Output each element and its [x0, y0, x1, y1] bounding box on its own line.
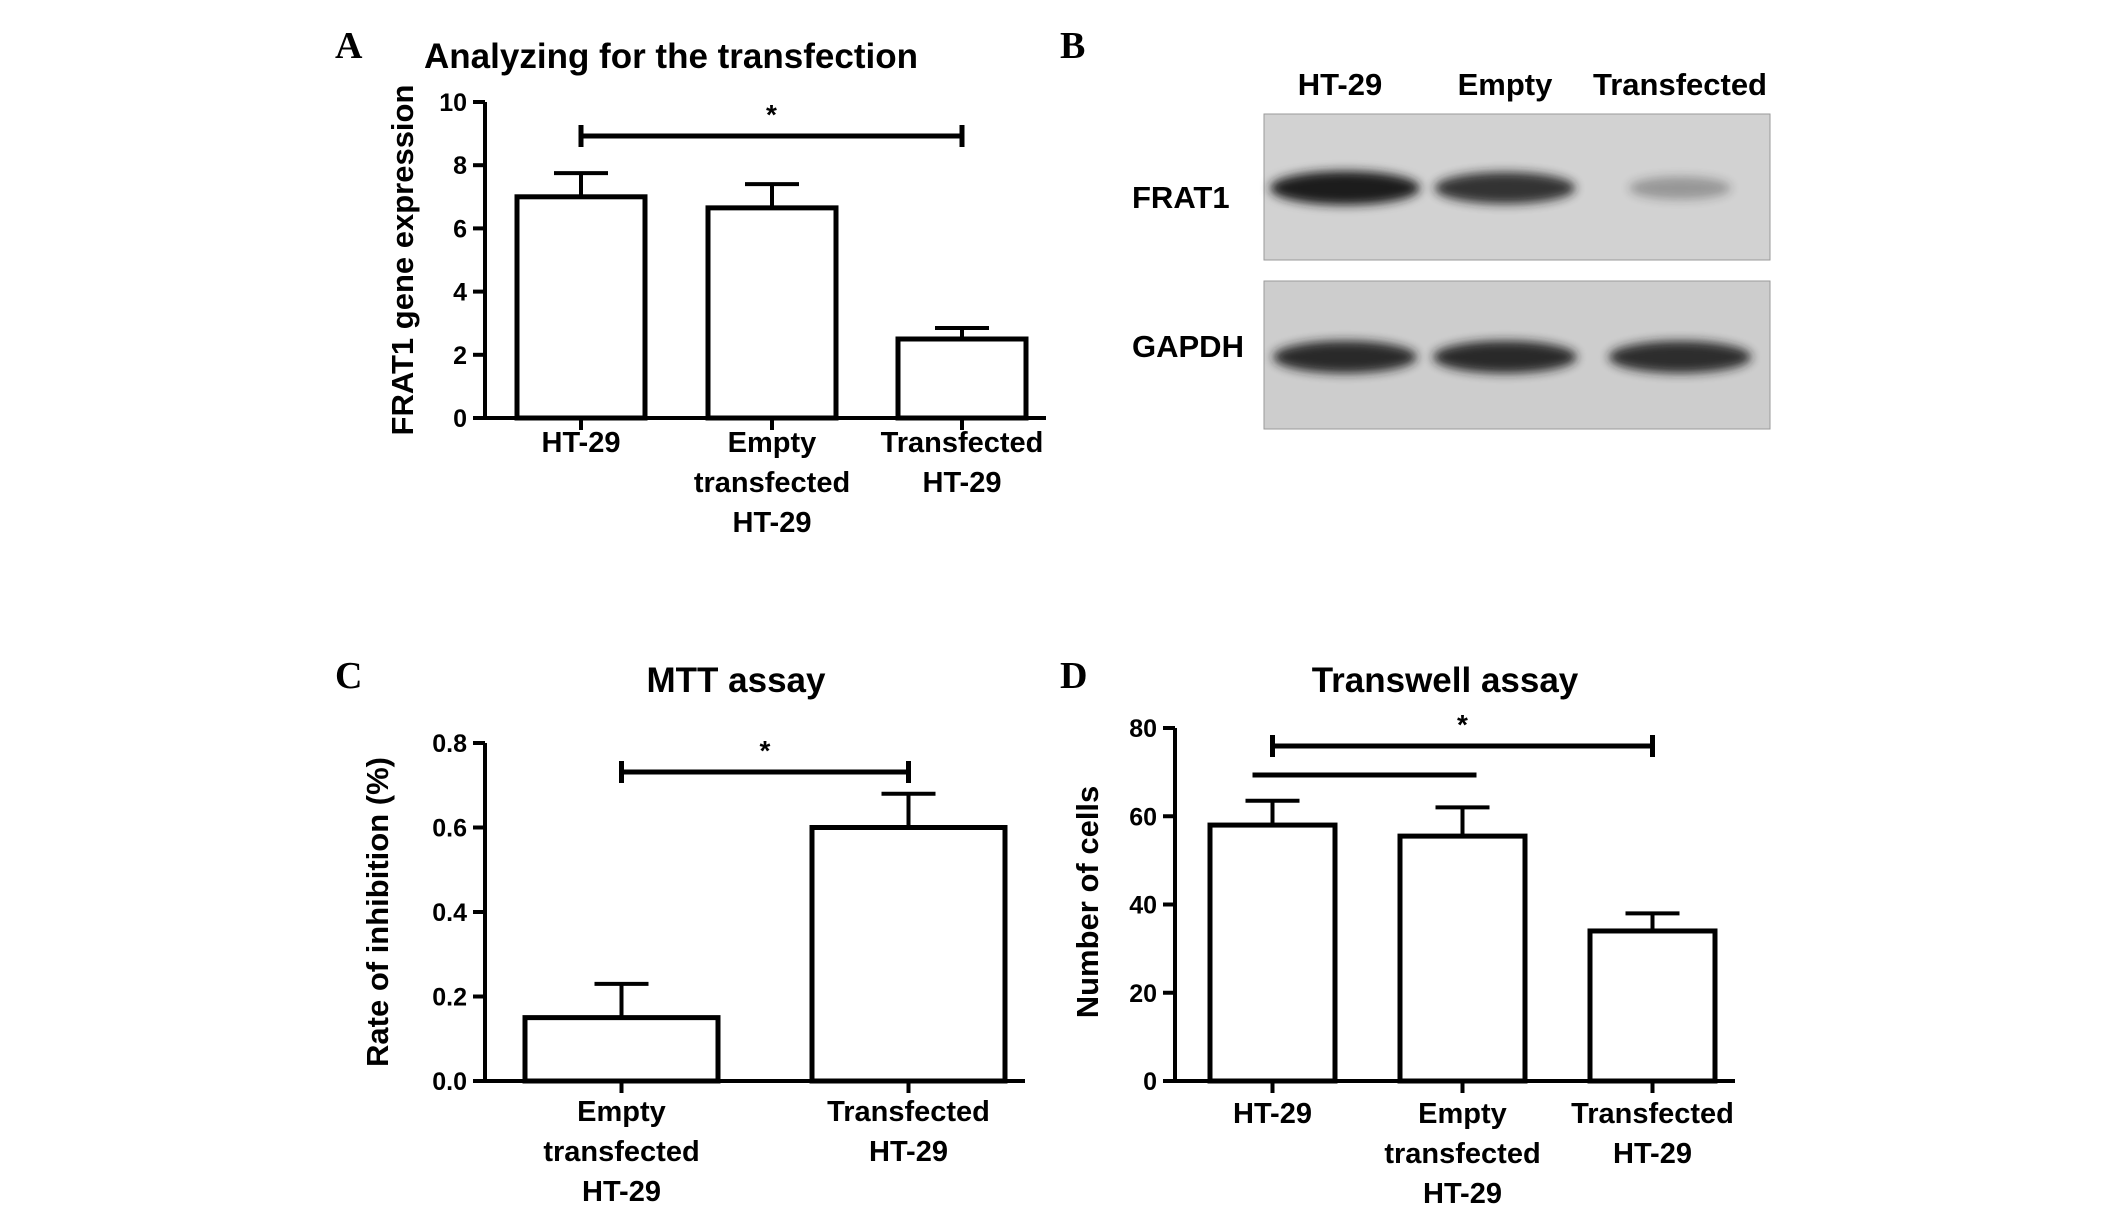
c-x-tick-label: HT-29: [869, 1136, 948, 1168]
a-y-tick-label: 2: [453, 342, 467, 370]
d-y-tick-label: 40: [1129, 892, 1157, 920]
d-x-tick-label: transfected: [1384, 1138, 1540, 1170]
d-significance-star: *: [1457, 709, 1468, 740]
c-y-tick-label: 0.4: [432, 899, 467, 927]
a-y-axis-label: FRAT1 gene expression: [385, 85, 420, 436]
c-y-tick-label: 0.6: [432, 815, 467, 843]
blot-band: [1608, 340, 1752, 374]
panel-letter-a: A: [335, 25, 363, 67]
panel-letter-c: C: [335, 655, 362, 697]
d-y-tick-label: 20: [1129, 980, 1157, 1008]
panel-letter-b: B: [1060, 25, 1085, 67]
d-bar: [1207, 822, 1338, 1084]
d-chart-title: Transwell assay: [1312, 661, 1579, 700]
a-y-tick-label: 10: [439, 89, 467, 117]
d-x-tick-label: HT-29: [1423, 1178, 1502, 1210]
chart-panel-d: Transwell assay Number of cells 0 20 40 60 80 H…: [1070, 661, 1735, 1210]
d-y-tick-label: 60: [1129, 803, 1157, 831]
a-x-tick-label: HT-29: [733, 507, 812, 539]
blot-lane-label-0: HT-29: [1298, 67, 1382, 102]
blot-bands: [1270, 171, 1752, 374]
blot-band: [1629, 176, 1731, 200]
d-bar: [1397, 833, 1528, 1084]
c-x-tick-label: HT-29: [582, 1176, 661, 1208]
a-x-tick-label: Empty: [728, 427, 817, 459]
a-x-tick-label: transfected: [694, 467, 850, 499]
western-blot-panel: HT-29 Empty Transfected FRAT1 GAPDH: [1132, 67, 1771, 430]
c-bar: [809, 825, 1008, 1084]
c-x-tick-label: Empty: [577, 1096, 666, 1128]
d-y-axis-label: Number of cells: [1070, 786, 1105, 1019]
d-x-tick-label: Empty: [1418, 1098, 1507, 1130]
c-significance-star: *: [760, 735, 771, 766]
a-bar: [514, 194, 648, 421]
c-x-tick-label: transfected: [543, 1136, 699, 1168]
blot-lane-label-1: Empty: [1458, 67, 1554, 102]
d-x-tick-label: Transfected: [1571, 1098, 1734, 1130]
blot-band: [1434, 172, 1576, 204]
d-y-tick-label: 80: [1129, 715, 1157, 743]
a-x-tick-label: HT-29: [923, 467, 1002, 499]
a-y-tick-label: 8: [453, 152, 467, 180]
c-y-axis-label: Rate of inhibition (%): [360, 757, 395, 1067]
chart-panel-c: MTT assay Rate of inhibition (%) 0.0 0.2 0.4…: [360, 661, 1025, 1208]
blot-band: [1433, 340, 1577, 374]
a-y-tick-label: 6: [453, 215, 467, 243]
a-bar: [895, 336, 1029, 421]
a-x-tick-label: Transfected: [881, 427, 1044, 459]
a-significance-star: *: [766, 99, 777, 130]
d-bar: [1587, 928, 1718, 1084]
a-x-tick-label: HT-29: [542, 427, 621, 459]
blot-band: [1273, 340, 1417, 374]
c-y-tick-label: 0.0: [432, 1068, 467, 1096]
blot-row-label-gapdh: GAPDH: [1132, 329, 1244, 364]
d-y-tick-label: 0: [1143, 1068, 1157, 1096]
a-y-tick-label: 0: [453, 405, 467, 433]
c-x-tick-label: Transfected: [827, 1096, 990, 1128]
a-chart-title: Analyzing for the transfection: [424, 37, 918, 76]
c-bar: [522, 1015, 721, 1084]
a-y-tick-label: 4: [453, 279, 467, 307]
d-x-tick-label: HT-29: [1613, 1138, 1692, 1170]
c-chart-title: MTT assay: [647, 661, 826, 700]
a-bar: [705, 205, 839, 421]
d-x-tick-label: HT-29: [1233, 1098, 1312, 1130]
blot-band: [1270, 171, 1420, 205]
c-y-tick-label: 0.8: [432, 730, 467, 758]
blot-lane-label-2: Transfected: [1593, 67, 1767, 102]
c-y-tick-label: 0.2: [432, 984, 467, 1012]
panel-letter-d: D: [1060, 655, 1087, 697]
blot-row-label-frat1: FRAT1: [1132, 180, 1230, 215]
